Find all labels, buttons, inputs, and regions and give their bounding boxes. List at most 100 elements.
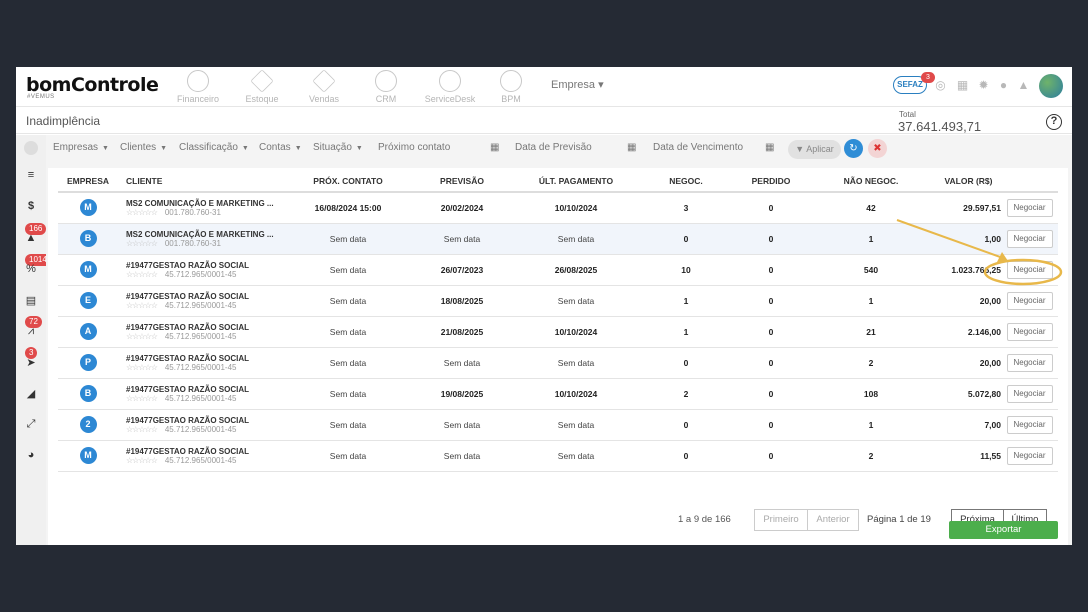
table-row[interactable]: 2 #19477GESTAO RAZÃO SOCIAL ☆☆☆☆☆ 45.712.96… xyxy=(58,409,1058,441)
filter-proximo-contato[interactable]: Próximo contato xyxy=(378,142,451,153)
table-row[interactable]: M #19477GESTAO RAZÃO SOCIAL ☆☆☆☆☆ 45.712.96… xyxy=(58,440,1058,472)
col-prox-contato[interactable]: PRÓX. CONTATO xyxy=(288,171,408,193)
app-logo[interactable]: bomControle xyxy=(26,74,159,96)
warning-icon[interactable]: ▲ xyxy=(25,232,37,244)
negociar-button[interactable]: Negociar xyxy=(1006,198,1053,217)
send-icon[interactable]: ➤ xyxy=(26,357,36,369)
table-row[interactable]: B MS2 COMUNICAÇÃO E MARKETING ... ☆☆☆☆☆ 001… xyxy=(58,223,1058,255)
document-icon[interactable]: ▤ xyxy=(25,295,37,307)
cliente-cell[interactable]: MS2 COMUNICAÇÃO E MARKETING ... ☆☆☆☆☆ 001.… xyxy=(118,223,288,255)
rating-stars-icon[interactable]: ☆☆☆☆☆ xyxy=(126,362,158,372)
table-row[interactable]: A #19477GESTAO RAZÃO SOCIAL ☆☆☆☆☆ 45.712.96… xyxy=(58,316,1058,348)
cliente-name[interactable]: #19477GESTAO RAZÃO SOCIAL xyxy=(126,260,249,270)
module-bpm[interactable]: BPM xyxy=(481,70,541,104)
table-row[interactable]: M MS2 COMUNICAÇÃO E MARKETING ... ☆☆☆☆☆ 001… xyxy=(58,192,1058,224)
negociar-button[interactable]: Negociar xyxy=(1006,353,1053,372)
rating-stars-icon[interactable]: ☆☆☆☆☆ xyxy=(126,238,158,248)
negociar-button[interactable]: Negociar xyxy=(1006,229,1053,248)
cliente-name[interactable]: #19477GESTAO RAZÃO SOCIAL xyxy=(126,322,249,332)
cliente-cell[interactable]: #19477GESTAO RAZÃO SOCIAL ☆☆☆☆☆ 45.712.965… xyxy=(118,440,288,472)
negociar-button[interactable]: Negociar xyxy=(1006,260,1053,279)
cliente-cell[interactable]: #19477GESTAO RAZÃO SOCIAL ☆☆☆☆☆ 45.712.965… xyxy=(118,378,288,410)
cliente-cell[interactable]: MS2 COMUNICAÇÃO E MARKETING ... ☆☆☆☆☆ 001.… xyxy=(118,192,288,224)
table-row[interactable]: E #19477GESTAO RAZÃO SOCIAL ☆☆☆☆☆ 45.712.96… xyxy=(58,285,1058,317)
negociar-button[interactable]: Negociar xyxy=(1006,291,1053,310)
exportar-button[interactable]: Exportar xyxy=(949,521,1058,539)
filter-empresas[interactable]: Empresas ▼ xyxy=(53,142,109,153)
cliente-cell[interactable]: #19477GESTAO RAZÃO SOCIAL ☆☆☆☆☆ 45.712.965… xyxy=(118,347,288,379)
cliente-name[interactable]: #19477GESTAO RAZÃO SOCIAL xyxy=(126,384,249,394)
col-ult-pagamento[interactable]: ÚLT. PAGAMENTO xyxy=(516,171,636,193)
cliente-name[interactable]: MS2 COMUNICAÇÃO E MARKETING ... xyxy=(126,229,274,239)
dollar-icon[interactable]: $ xyxy=(27,200,35,212)
rating-stars-icon[interactable]: ☆☆☆☆☆ xyxy=(126,424,158,434)
cliente-name[interactable]: #19477GESTAO RAZÃO SOCIAL xyxy=(126,446,249,456)
module-servicedesk[interactable]: ServiceDesk xyxy=(420,70,480,104)
filter-situacao[interactable]: Situação ▼ xyxy=(313,142,363,153)
table-row[interactable]: P #19477GESTAO RAZÃO SOCIAL ☆☆☆☆☆ 45.712.96… xyxy=(58,347,1058,379)
filter-classificacao[interactable]: Classificação ▼ xyxy=(179,142,249,153)
user-avatar[interactable] xyxy=(1039,74,1063,98)
calendar-icon[interactable]: ▦ xyxy=(490,142,500,153)
table-row[interactable]: M #19477GESTAO RAZÃO SOCIAL ☆☆☆☆☆ 45.712.96… xyxy=(58,254,1058,286)
link-icon[interactable]: % xyxy=(26,263,36,275)
cliente-cell[interactable]: #19477GESTAO RAZÃO SOCIAL ☆☆☆☆☆ 45.712.965… xyxy=(118,285,288,317)
clear-filters-button[interactable]: ✖ xyxy=(868,139,887,158)
bell-icon[interactable]: ▲ xyxy=(1017,78,1030,92)
module-crm[interactable]: CRM xyxy=(356,70,416,104)
refresh-button[interactable]: ↻ xyxy=(844,139,863,158)
cliente-cell[interactable]: #19477GESTAO RAZÃO SOCIAL ☆☆☆☆☆ 45.712.965… xyxy=(118,409,288,441)
col-cliente[interactable]: CLIENTE xyxy=(118,171,288,193)
calendar-icon[interactable]: ▦ xyxy=(627,142,637,153)
filter-data-previsao[interactable]: Data de Previsão xyxy=(515,142,592,153)
sefaz-button[interactable]: SEFAZ xyxy=(893,76,927,94)
pie-chart-icon[interactable]: ◕ xyxy=(27,449,35,461)
first-page-button[interactable]: Primeiro xyxy=(754,509,808,531)
col-valor[interactable]: VALOR (R$) xyxy=(936,171,1001,193)
previous-page-button[interactable]: Anterior xyxy=(807,509,859,531)
col-empresa[interactable]: EMPRESA xyxy=(58,171,118,193)
module-financeiro[interactable]: Financeiro xyxy=(168,70,228,104)
help-circle-icon[interactable]: ● xyxy=(999,78,1008,92)
cliente-name[interactable]: MS2 COMUNICAÇÃO E MARKETING ... xyxy=(126,198,274,208)
module-estoque[interactable]: Estoque xyxy=(232,69,292,104)
filter-clientes[interactable]: Clientes ▼ xyxy=(120,142,168,153)
rating-stars-icon[interactable]: ☆☆☆☆☆ xyxy=(126,207,158,217)
cliente-name[interactable]: #19477GESTAO RAZÃO SOCIAL xyxy=(126,353,249,363)
area-chart-icon[interactable]: ◢ xyxy=(26,388,36,400)
back-icon[interactable] xyxy=(24,141,38,155)
rating-stars-icon[interactable]: ☆☆☆☆☆ xyxy=(126,269,158,279)
rating-stars-icon[interactable]: ☆☆☆☆☆ xyxy=(126,300,158,310)
negociar-button[interactable]: Negociar xyxy=(1006,415,1053,434)
col-negoc[interactable]: NEGOC. xyxy=(636,171,736,193)
filter-contas[interactable]: Contas ▼ xyxy=(259,142,302,153)
filter-data-vencimento[interactable]: Data de Vencimento xyxy=(653,142,744,153)
negociar-button[interactable]: Negociar xyxy=(1006,322,1053,341)
cliente-cell[interactable]: #19477GESTAO RAZÃO SOCIAL ☆☆☆☆☆ 45.712.965… xyxy=(118,316,288,348)
module-vendas[interactable]: Vendas xyxy=(294,69,354,104)
rating-stars-icon[interactable]: ☆☆☆☆☆ xyxy=(126,331,158,341)
empresa-dropdown[interactable]: Empresa ▾ xyxy=(551,79,604,91)
aplicar-button[interactable]: ▼ Aplicar xyxy=(788,140,841,159)
col-nao-negoc[interactable]: NÃO NEGOC. xyxy=(806,171,936,193)
menu-icon[interactable]: ≡ xyxy=(27,169,35,181)
calendar-icon[interactable]: ▦ xyxy=(956,78,969,92)
cliente-cell[interactable]: #19477GESTAO RAZÃO SOCIAL ☆☆☆☆☆ 45.712.965… xyxy=(118,254,288,286)
cliente-name[interactable]: #19477GESTAO RAZÃO SOCIAL xyxy=(126,291,249,301)
help-icon[interactable]: ? xyxy=(1046,114,1062,130)
rating-stars-icon[interactable]: ☆☆☆☆☆ xyxy=(126,393,158,403)
calendar-icon[interactable]: ▦ xyxy=(765,142,775,153)
cliente-name[interactable]: #19477GESTAO RAZÃO SOCIAL xyxy=(126,415,249,425)
chart-line-icon[interactable]: ⩘ xyxy=(27,325,35,337)
gear-icon[interactable]: ✹ xyxy=(978,78,989,92)
expand-icon[interactable]: ⤢ xyxy=(26,418,36,430)
previsao-cell: Sem data xyxy=(408,223,516,255)
ult-pagamento-cell: Sem data xyxy=(516,440,636,472)
negociar-button[interactable]: Negociar xyxy=(1006,384,1053,403)
col-previsao[interactable]: PREVISÃO xyxy=(408,171,516,193)
whatsapp-icon[interactable]: ◎ xyxy=(935,78,946,92)
negociar-button[interactable]: Negociar xyxy=(1006,446,1053,465)
rating-stars-icon[interactable]: ☆☆☆☆☆ xyxy=(126,455,158,465)
col-perdido[interactable]: PERDIDO xyxy=(736,171,806,193)
table-row[interactable]: B #19477GESTAO RAZÃO SOCIAL ☆☆☆☆☆ 45.712.96… xyxy=(58,378,1058,410)
